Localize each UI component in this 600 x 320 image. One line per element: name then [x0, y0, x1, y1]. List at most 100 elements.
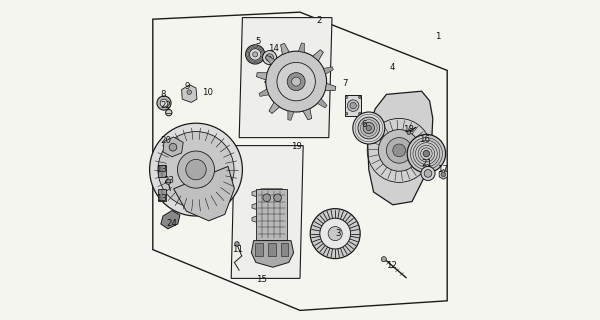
Polygon shape — [317, 99, 327, 108]
Circle shape — [160, 99, 168, 107]
Circle shape — [424, 170, 432, 177]
Polygon shape — [163, 137, 183, 157]
Circle shape — [149, 123, 242, 216]
Circle shape — [421, 166, 435, 180]
Circle shape — [350, 102, 356, 109]
Polygon shape — [269, 102, 280, 114]
Circle shape — [441, 172, 446, 177]
Circle shape — [381, 257, 386, 262]
Polygon shape — [255, 243, 263, 256]
Text: 7: 7 — [342, 79, 347, 88]
Circle shape — [292, 77, 301, 86]
Text: 22: 22 — [161, 101, 172, 110]
Circle shape — [166, 109, 172, 116]
Polygon shape — [265, 55, 275, 65]
Polygon shape — [259, 89, 269, 96]
Circle shape — [158, 132, 234, 208]
Text: 8: 8 — [160, 90, 166, 99]
Polygon shape — [367, 91, 433, 205]
Circle shape — [345, 112, 347, 115]
Polygon shape — [158, 189, 166, 201]
Circle shape — [386, 138, 412, 163]
Circle shape — [359, 112, 361, 115]
Polygon shape — [303, 109, 312, 120]
Text: 21: 21 — [421, 159, 432, 168]
Polygon shape — [231, 146, 303, 278]
Polygon shape — [182, 85, 197, 102]
Polygon shape — [325, 83, 336, 91]
Circle shape — [157, 96, 171, 110]
Circle shape — [263, 194, 271, 202]
Circle shape — [363, 122, 374, 134]
Circle shape — [423, 150, 430, 157]
Circle shape — [178, 151, 215, 188]
Circle shape — [166, 179, 171, 184]
Circle shape — [274, 194, 281, 202]
Text: 20: 20 — [161, 136, 172, 145]
Text: 2: 2 — [316, 16, 322, 25]
Polygon shape — [153, 12, 447, 310]
Polygon shape — [439, 170, 448, 179]
Polygon shape — [323, 67, 334, 74]
Polygon shape — [298, 43, 304, 52]
Circle shape — [407, 131, 411, 134]
Circle shape — [379, 130, 420, 171]
Circle shape — [359, 96, 361, 99]
Circle shape — [345, 96, 347, 99]
Text: 13: 13 — [156, 194, 167, 203]
Polygon shape — [158, 165, 166, 177]
Text: 23: 23 — [163, 176, 175, 185]
Text: 12: 12 — [386, 261, 397, 270]
Circle shape — [393, 144, 406, 157]
Circle shape — [266, 54, 274, 61]
Polygon shape — [251, 241, 293, 267]
Polygon shape — [252, 202, 283, 211]
Circle shape — [187, 90, 191, 94]
Polygon shape — [239, 18, 332, 138]
Polygon shape — [256, 189, 287, 240]
Text: 3: 3 — [335, 229, 341, 238]
Circle shape — [263, 51, 277, 65]
Text: 5: 5 — [256, 37, 261, 46]
Circle shape — [347, 100, 359, 111]
Circle shape — [245, 45, 265, 64]
Polygon shape — [281, 243, 289, 256]
Polygon shape — [252, 189, 283, 198]
Text: 11: 11 — [232, 245, 243, 254]
Circle shape — [366, 125, 371, 131]
Text: 6: 6 — [361, 120, 367, 129]
Polygon shape — [173, 166, 235, 221]
Circle shape — [407, 134, 446, 173]
Text: 4: 4 — [390, 63, 395, 72]
Polygon shape — [281, 44, 289, 54]
Circle shape — [277, 62, 316, 101]
Circle shape — [320, 218, 350, 249]
Text: 13: 13 — [156, 165, 167, 174]
Circle shape — [287, 73, 305, 91]
Text: 19: 19 — [292, 142, 302, 151]
Polygon shape — [161, 211, 180, 229]
Circle shape — [268, 56, 271, 59]
Text: 10: 10 — [202, 88, 212, 97]
Circle shape — [328, 227, 342, 241]
Circle shape — [169, 143, 177, 151]
Text: 18: 18 — [403, 125, 414, 134]
Circle shape — [266, 51, 326, 112]
Circle shape — [358, 117, 380, 139]
Circle shape — [186, 159, 206, 180]
Text: 16: 16 — [419, 135, 430, 144]
Text: 9: 9 — [185, 82, 190, 91]
Polygon shape — [252, 214, 283, 224]
Polygon shape — [313, 50, 323, 61]
Polygon shape — [345, 95, 361, 116]
Circle shape — [235, 242, 239, 246]
Text: 14: 14 — [268, 44, 279, 52]
Polygon shape — [256, 73, 267, 80]
Text: 17: 17 — [437, 165, 448, 174]
Text: 1: 1 — [435, 32, 440, 41]
Text: 15: 15 — [256, 276, 267, 284]
Polygon shape — [268, 243, 275, 256]
Circle shape — [253, 52, 258, 57]
Circle shape — [353, 112, 385, 144]
Circle shape — [310, 209, 360, 259]
